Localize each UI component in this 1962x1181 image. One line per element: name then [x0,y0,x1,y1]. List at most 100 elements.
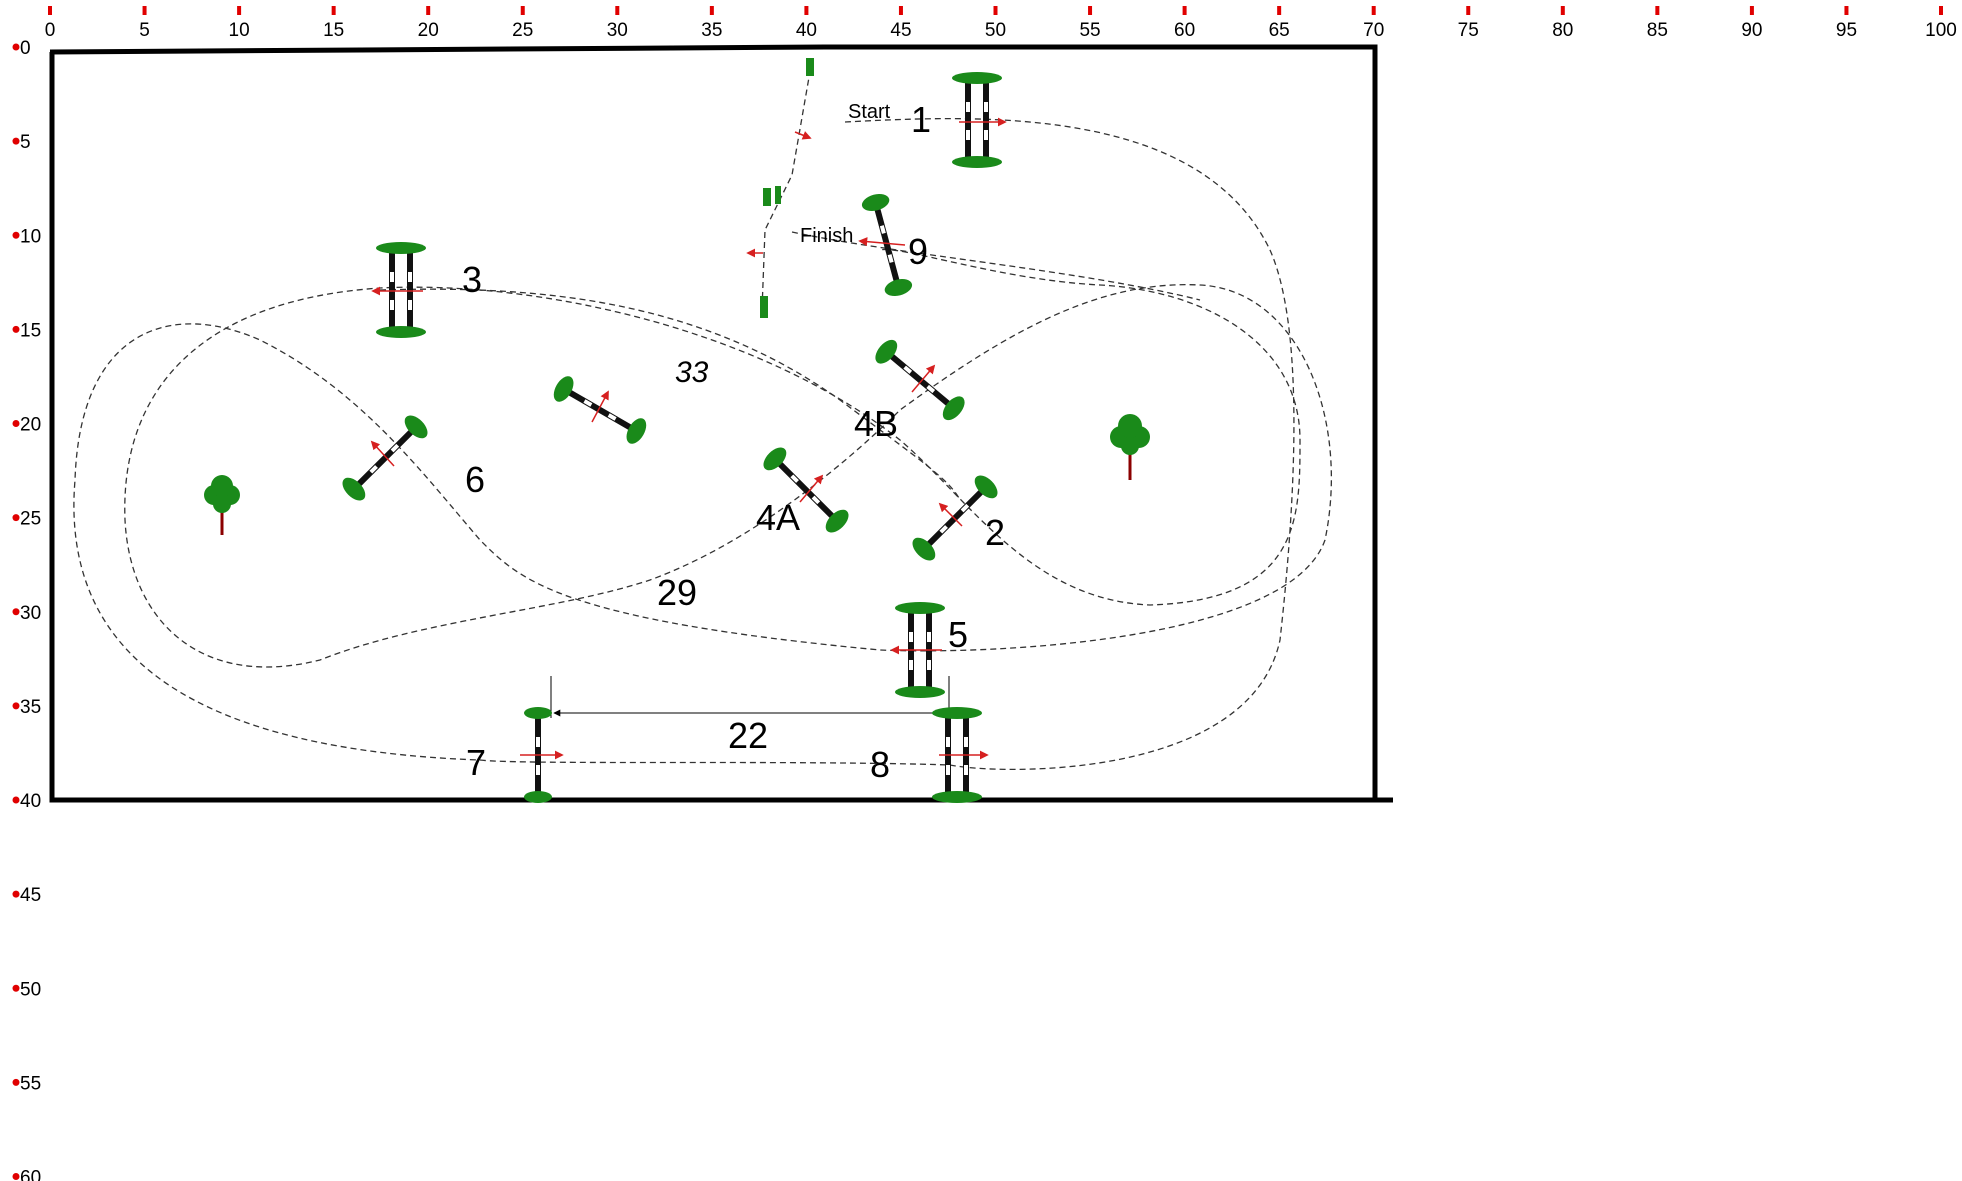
left-ruler: 0 5 10 15 20 25 30 35 40 45 50 55 60 [12,38,41,1181]
distance-22-label: 22 [728,715,768,756]
left-ruler-label: 60 [20,1168,41,1181]
top-ruler-label: 10 [229,20,250,41]
top-ruler-tick [331,6,336,15]
arena-border [49,44,1393,803]
top-ruler-label: 5 [139,20,150,41]
fence-8[interactable] [932,707,989,803]
fence-4a[interactable] [759,443,852,536]
fence-4b[interactable] [871,336,969,424]
left-ruler-tick [12,514,20,522]
top-ruler-label: 85 [1647,20,1668,41]
fence-5-label: 5 [948,614,968,655]
top-ruler-tick [520,6,525,15]
fence-2-label: 2 [985,512,1005,553]
left-ruler-label: 55 [20,1073,41,1094]
top-ruler-tick [1277,6,1282,15]
left-ruler-tick [12,796,20,804]
top-ruler-tick [1560,6,1565,15]
fence-unnumbered[interactable] [550,373,651,447]
fence-9-label: 9 [908,231,928,272]
left-ruler-label: 30 [20,603,41,624]
left-ruler-tick [12,231,20,239]
left-ruler-label: 5 [20,132,31,153]
left-ruler-tick [12,608,20,616]
tree-left [204,475,240,535]
top-ruler-label: 35 [701,20,722,41]
top-ruler-tick [804,6,809,15]
top-ruler-label: 75 [1458,20,1479,41]
distance-33-label: 33 [675,356,709,389]
left-ruler-tick [12,325,20,333]
top-ruler-tick [993,6,998,15]
top-ruler-tick [1655,6,1660,15]
left-ruler-tick [12,1173,20,1180]
top-ruler-label: 0 [45,20,56,41]
start-flag-mid [763,186,781,206]
top-ruler-label: 70 [1363,20,1384,41]
top-ruler-tick [48,6,52,15]
top-ruler-label: 60 [1174,20,1195,41]
left-ruler-tick [12,890,20,898]
left-ruler-label: 15 [20,320,41,341]
left-ruler-label: 50 [20,979,41,1000]
top-ruler-label: 40 [796,20,817,41]
fence-3[interactable] [371,242,426,338]
top-ruler-tick [615,6,620,15]
top-ruler-tick [709,6,714,15]
fence-4a-arrow [799,474,824,503]
top-ruler-label: 30 [607,20,628,41]
top-ruler-label: 50 [985,20,1006,41]
left-ruler-tick [12,984,20,992]
top-ruler-tick [1088,6,1093,15]
top-ruler-tick [1749,6,1754,15]
top-ruler-tick [237,6,242,15]
left-ruler-label: 10 [20,226,41,247]
fence-4a-label: 4A [756,497,800,538]
finish-flag-bottom [760,296,768,318]
left-ruler-label: 35 [20,697,41,718]
fence-4b-label: 4B [854,403,898,444]
top-ruler-tick [898,6,903,15]
left-ruler-label: 20 [20,415,41,436]
fence-1[interactable] [952,72,1007,168]
left-ruler-label: 25 [20,509,41,530]
top-ruler-tick [426,6,431,15]
left-ruler-label: 40 [20,791,41,812]
fence-6-arrow [370,440,395,467]
fence-8-label: 8 [870,744,890,785]
top-ruler-tick [142,6,147,15]
finish-label: Finish [800,225,853,247]
course-path [73,59,1332,771]
top-ruler-label: 45 [890,20,911,41]
fence-5[interactable] [890,602,945,698]
top-ruler-label: 95 [1836,20,1857,41]
top-ruler-tick [1466,6,1471,15]
top-ruler-label: 80 [1552,20,1573,41]
fence-9[interactable] [860,191,914,299]
left-ruler-label: 45 [20,885,41,906]
left-ruler-tick [12,137,20,145]
fence-7[interactable] [520,707,564,803]
top-ruler-tick [1371,6,1376,15]
top-ruler-label: 15 [323,20,344,41]
fence-9-arrow [858,237,906,247]
start-flag-top [806,58,814,76]
fence-6[interactable] [338,411,431,504]
top-ruler-tick [1182,6,1187,15]
top-ruler-label: 100 [1925,20,1957,41]
left-ruler-tick [12,420,20,427]
left-ruler-tick [12,43,20,51]
fence-3-label: 3 [462,259,482,300]
distance-29-label: 29 [657,572,697,613]
top-ruler-tick [1939,6,1943,15]
fence-4b-arrow [911,364,936,393]
tree-right [1110,414,1150,480]
left-ruler-tick [12,702,20,710]
fence-unnumbered-arrow [591,390,609,423]
fence-2-arrow [938,502,963,527]
left-ruler-label: 0 [20,38,31,59]
top-ruler-label: 20 [418,20,439,41]
top-ruler-label: 65 [1269,20,1290,41]
start-label: Start [848,101,891,123]
